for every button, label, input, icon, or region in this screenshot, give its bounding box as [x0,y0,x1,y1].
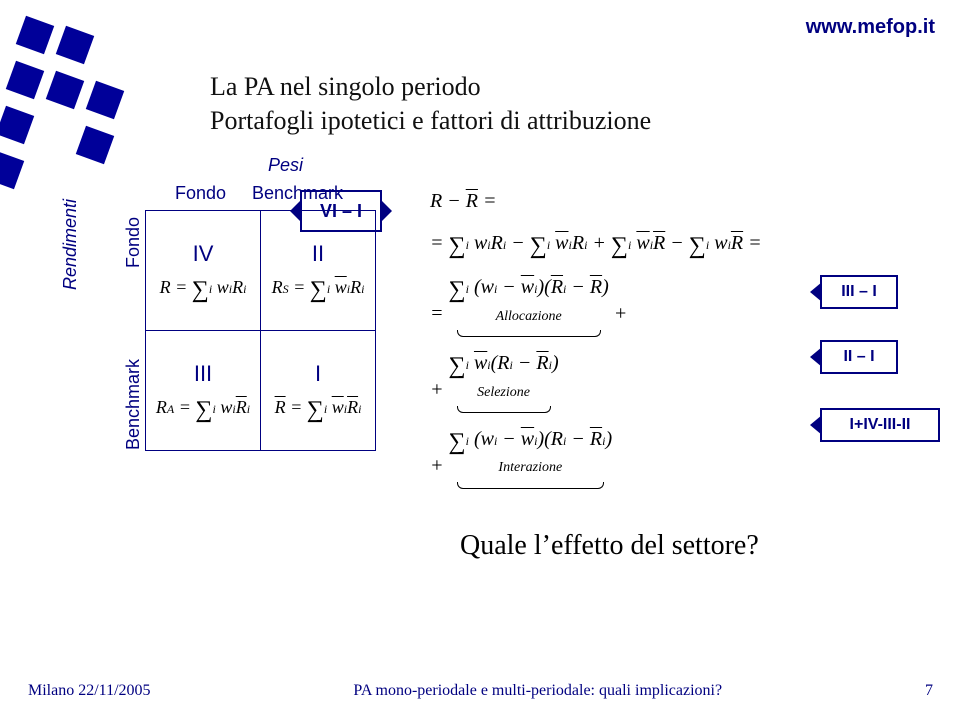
final-question: Quale l’effetto del settore? [460,530,759,562]
roman-II: II [265,241,371,267]
fondo-row-label: Fondo [123,217,144,268]
rendimenti-label: Rendimenti [60,199,81,290]
url-text: www.mefop.it [806,16,935,39]
title-line-2: Portafogli ipotetici e fattori di attrib… [210,106,651,135]
tag-III-I: III – I [820,275,898,309]
tag-IIV-IIIII: I+IV-III-II [820,408,940,442]
roman-IV: IV [150,241,256,267]
slide-footer: Milano 22/11/2005 PA mono-periodale e mu… [28,682,933,700]
footer-mid: PA mono-periodale e multi-periodale: qua… [353,682,722,700]
math-line-0: R − R = [430,185,930,217]
title-line-1: La PA nel singolo periodo [210,72,481,101]
eq-III: RA = ∑i wiRi [156,397,250,417]
pesi-label: Pesi [268,155,303,176]
roman-I: I [265,361,371,387]
eq-II: RS = ∑i wiRi [272,277,365,297]
eq-IV: R = ∑i wiRi [160,277,247,297]
footer-page: 7 [925,682,933,700]
math-line-1: = ∑i wiRi − ∑i wiRi + ∑i wiR − ∑i wiR = [430,223,930,261]
tag-II-I: II – I [820,340,898,374]
cell-I: I R = ∑i wiRi [261,331,376,451]
cell-IV: IV R = ∑i wiRi [146,211,261,331]
mefop-logo [0,0,180,210]
benchmark-row-label: Benchmark [123,359,144,450]
selez-label: Selezione [449,382,559,404]
roman-III: III [150,361,256,387]
inter-label: Interazione [449,457,613,479]
footer-left: Milano 22/11/2005 [28,682,151,700]
slide-title: La PA nel singolo periodo Portafogli ipo… [210,70,651,138]
cell-III: III RA = ∑i wiRi [146,331,261,451]
quadrant-grid: IV R = ∑i wiRi II RS = ∑i wiRi III RA = … [145,210,376,451]
cell-II: II RS = ∑i wiRi [261,211,376,331]
alloc-label: Allocazione [449,306,609,328]
eq-I: R = ∑i wiRi [275,397,362,417]
fondo-col-label: Fondo [175,183,226,204]
